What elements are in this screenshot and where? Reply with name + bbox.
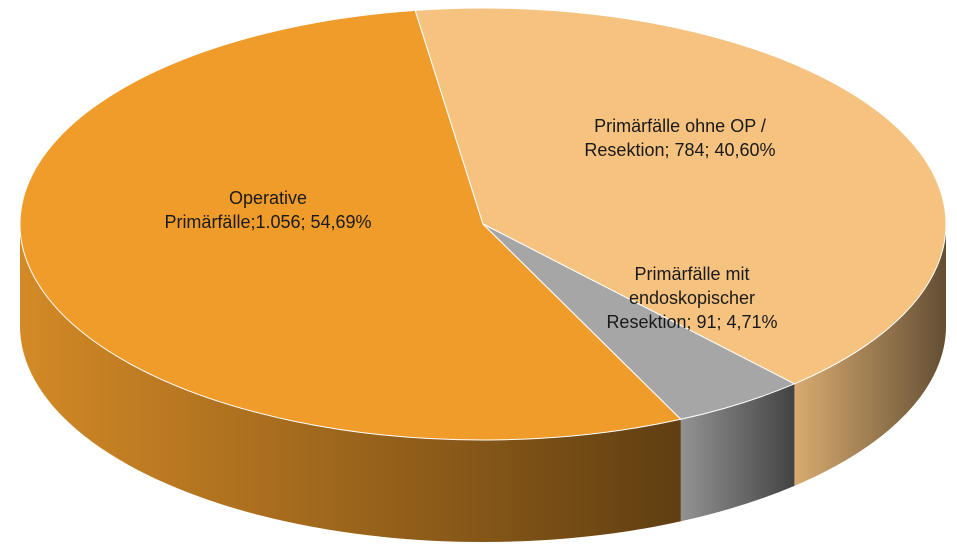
slice-side-shade [794, 224, 946, 486]
data-label-line: endoskopischer [629, 288, 755, 308]
pie-sides [20, 224, 946, 542]
data-label: Primärfälle ohne OP / Resektion; 784; 40,… [584, 116, 775, 160]
slice [482, 223, 796, 420]
slice-side-shade [680, 383, 795, 522]
data-label-line: Primärfälle mit [634, 264, 749, 284]
slice [19, 9, 682, 441]
data-label-line: Primärfälle ohne OP / [594, 116, 766, 136]
data-label-line: Primärfälle;1.056; 54,69% [164, 212, 371, 232]
data-label: Primärfälle mit endoskopischer Resektion; … [606, 264, 777, 332]
data-label-line: Resektion; 784; 40,60% [584, 140, 775, 160]
data-label-line: Resektion; 91; 4,71% [606, 312, 777, 332]
slice-side-shade [20, 224, 681, 542]
data-label-line: Operative [229, 188, 307, 208]
slice [414, 7, 947, 385]
data-labels: Operative Primärfälle;1.056; 54,69% Primär… [164, 116, 777, 332]
pie-tops [19, 7, 947, 441]
data-label: Operative Primärfälle;1.056; 54,69% [164, 188, 371, 232]
